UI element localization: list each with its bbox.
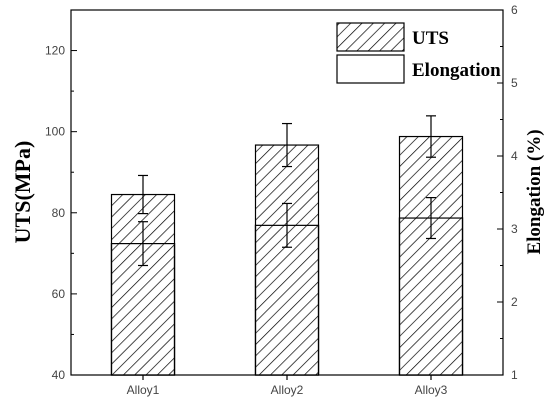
y2-axis-title: Elongation (%) — [524, 129, 545, 254]
bars-layer — [110, 135, 464, 376]
legend-label-elongation: Elongation — [412, 60, 501, 81]
y-tick-label: 40 — [52, 368, 66, 382]
x-axis: Alloy1 Alloy2 Alloy3 — [127, 375, 448, 397]
y2-tick-label: 3 — [511, 222, 518, 236]
y-tick-label: 120 — [45, 44, 65, 58]
y-tick-label: 100 — [45, 125, 65, 139]
legend-label-uts: UTS — [412, 28, 449, 49]
y2-tick-label: 5 — [511, 76, 518, 90]
bar-uts-alloy2 — [254, 144, 320, 376]
y-axis-title: UTS(MPa) — [10, 141, 35, 244]
y2-tick-label: 1 — [511, 368, 518, 382]
legend-swatch-uts — [336, 22, 405, 52]
y2-tick-label: 2 — [511, 295, 518, 309]
x-tick-label: Alloy1 — [127, 383, 160, 397]
right-axis: 1 2 3 4 5 6 — [497, 3, 518, 382]
legend: UTS Elongation — [336, 22, 501, 84]
y-tick-label: 80 — [52, 206, 66, 220]
y2-tick-label: 4 — [511, 149, 518, 163]
error-bars-layer — [138, 115, 436, 267]
left-axis: 40 60 80 100 120 — [45, 9, 77, 382]
x-tick-label: Alloy3 — [415, 383, 448, 397]
y-tick-label: 60 — [52, 287, 66, 301]
x-tick-label: Alloy2 — [271, 383, 304, 397]
y2-tick-label: 6 — [511, 3, 518, 17]
legend-swatch-elongation — [336, 54, 405, 84]
bar-uts-alloy3 — [398, 135, 464, 376]
